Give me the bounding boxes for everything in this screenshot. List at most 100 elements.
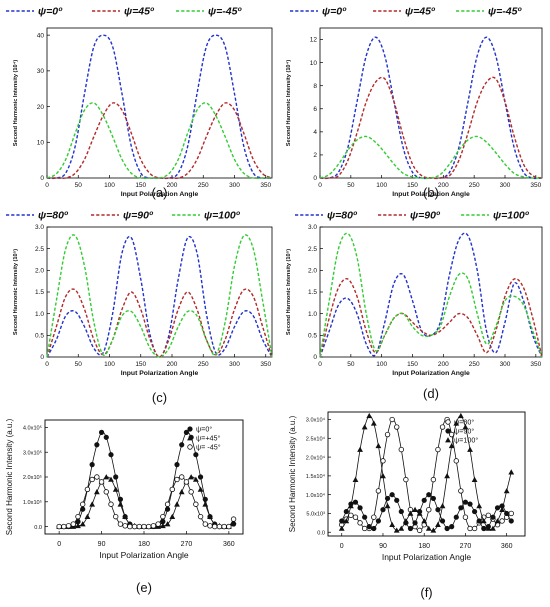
data-point: [98, 479, 105, 485]
y-tick-label: 3.0: [35, 224, 44, 231]
x-tick-label: 50: [75, 361, 83, 368]
plot-frame: [319, 226, 543, 358]
data-point: [457, 412, 464, 419]
legend-label: ψ= -45°: [196, 443, 221, 452]
data-point: [193, 501, 199, 507]
data-point: [453, 514, 459, 520]
y-tick-label: 12: [310, 37, 318, 44]
data-point: [117, 501, 124, 507]
y-tick-label: 2.5: [35, 246, 44, 253]
legend-label: ψ=80º: [327, 210, 358, 222]
data-point: [70, 521, 76, 527]
data-point: [179, 442, 185, 448]
x-axis-label: Input Polarization Angle: [99, 550, 189, 560]
data-point: [494, 518, 501, 524]
data-point: [339, 518, 345, 524]
data-point: [430, 476, 437, 483]
legend-marker: [445, 419, 451, 425]
data-point: [439, 518, 446, 524]
data-point: [412, 506, 418, 513]
data-point: [426, 506, 432, 513]
data-point: [174, 462, 180, 468]
data-point: [75, 513, 81, 520]
x-tick-label: 150: [135, 182, 146, 189]
panel-e: 0 90 180 270 360 0.0 1.0x10⁵ 2.0x10⁵ 3.0x10⁵ 4.0x…: [5, 418, 244, 595]
x-tick-label: 300: [229, 182, 240, 189]
legend-label: ψ=80º: [38, 210, 69, 222]
data-point: [435, 521, 441, 528]
data-point: [425, 525, 432, 531]
data-point: [357, 505, 363, 511]
y-tick-label: 1.0x10⁵: [23, 499, 42, 506]
panel-caption: (a): [152, 185, 168, 200]
y-tick-label: 3.0: [308, 224, 317, 231]
x-tick-label: 250: [469, 361, 480, 368]
data-point: [416, 527, 423, 534]
panel-caption: (d): [423, 386, 439, 401]
data-point: [398, 525, 405, 531]
data-point: [75, 522, 81, 529]
x-tick-label: 100: [376, 182, 387, 189]
y-tick-label: 2.0x10⁵: [23, 474, 42, 481]
data-point: [188, 489, 194, 495]
data-point: [439, 424, 446, 430]
data-point: [361, 525, 368, 532]
y-axis-label: Second Harmonic Intensity (10⁵): [286, 249, 292, 335]
legend-label: ψ=-45º: [488, 6, 522, 18]
data-point: [207, 513, 213, 519]
data-point: [178, 488, 185, 495]
data-point: [103, 489, 109, 495]
data-point: [192, 476, 199, 482]
legend-label: ψ=90°: [454, 427, 474, 436]
data-point: [174, 476, 180, 483]
y-tick-label: 30: [37, 68, 45, 75]
x-tick-label: 90: [379, 543, 387, 550]
series-line: [46, 235, 273, 358]
x-tick-label: 150: [135, 361, 146, 368]
series-line: [47, 102, 273, 180]
data-point: [202, 501, 209, 507]
series-line: [319, 135, 543, 180]
legend-label: ψ=-45º: [208, 6, 242, 18]
data-point: [490, 514, 496, 520]
data-point: [146, 523, 152, 530]
data-point: [403, 476, 409, 483]
data-point: [155, 521, 161, 527]
legend-label: ψ=0º: [38, 6, 63, 18]
x-tick-label: 300: [500, 182, 511, 189]
data-point: [380, 472, 386, 479]
data-point: [439, 503, 446, 509]
data-point: [499, 518, 505, 524]
data-point: [504, 510, 510, 517]
panel-b: 0 50 100 150 200 250 300 350 0 2 4 6 8 10 12 Input Pola…: [286, 6, 543, 200]
data-point: [117, 521, 124, 527]
legend-marker: [445, 428, 451, 434]
data-point: [435, 507, 441, 513]
panel-caption: (b): [423, 185, 439, 200]
data-point: [370, 420, 377, 426]
y-tick-label: 0: [313, 175, 317, 182]
data-point: [94, 474, 100, 480]
y-tick-label: 0.5: [35, 333, 44, 340]
y-tick-label: 0: [40, 354, 44, 361]
data-point: [361, 424, 368, 430]
data-point: [375, 518, 381, 524]
y-tick-label: 5.0x10³: [306, 512, 325, 518]
data-point: [169, 513, 176, 519]
data-point: [467, 446, 473, 452]
data-point: [402, 518, 409, 524]
plot-frame: [46, 226, 273, 358]
x-tick-label: 50: [347, 182, 355, 189]
data-point: [221, 523, 227, 530]
data-point: [159, 522, 166, 529]
x-tick-label: 90: [98, 541, 106, 548]
data-point: [476, 503, 483, 509]
legend-label: ψ=80°: [454, 418, 474, 427]
series-line: [46, 234, 273, 358]
x-tick-label: 350: [530, 361, 541, 368]
y-tick-label: 1.5: [308, 289, 317, 296]
panel-a: 0 50 100 150 200 250 300 350 0 10 20 30 40 Input Pola…: [6, 6, 273, 200]
x-tick-label: 300: [500, 361, 511, 368]
y-tick-label: 2.0: [308, 268, 317, 275]
